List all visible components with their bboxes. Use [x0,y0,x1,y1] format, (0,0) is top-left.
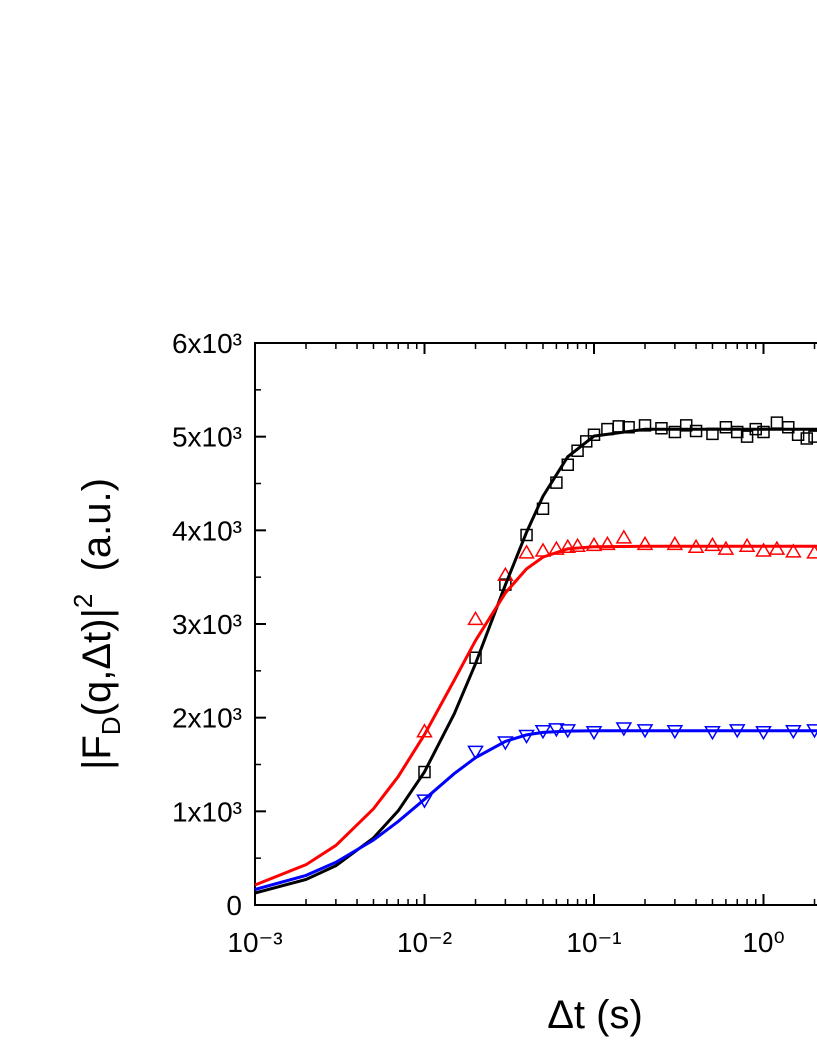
data-point [622,421,635,434]
y-label-part: (a.u.) [75,478,119,594]
y-tick-label: 4x10³ [172,515,242,546]
data-point [768,540,786,555]
y-tick-label: 5x10³ [172,422,242,453]
y-tick-label: 0 [226,890,242,921]
data-point [757,425,770,439]
x-tick-label: 10⁰ [742,927,784,958]
data-point [585,725,603,741]
data-point [585,536,603,552]
y-tick-label: 1x10³ [172,796,242,827]
data-point [719,421,733,434]
data-point [615,722,633,737]
data-point [668,425,682,439]
data-point [559,538,577,553]
data-point [770,416,784,429]
fit-line [254,544,817,887]
data-point [599,535,616,551]
data-point [749,422,762,436]
fit-line [254,729,817,891]
data-point [636,535,654,551]
data-point [689,424,703,438]
data-point [548,723,565,738]
data-point [469,651,482,664]
data-point [679,419,693,432]
fit-line [254,427,817,895]
data-point [569,537,586,553]
data-point [704,536,721,552]
data-point [717,540,735,555]
y-tick-label: 2x10³ [172,703,242,734]
data-point [467,610,484,626]
x-axis-label: Δt (s) [547,993,643,1037]
data-point [518,544,535,559]
y-label-part: |F [75,735,119,770]
data-point [755,725,772,741]
data-point [755,542,772,557]
data-point [740,430,754,443]
plot-frame [254,342,817,906]
data-point [730,425,744,439]
y-label-sup: 2 [68,594,98,608]
data-point [785,543,802,558]
y-axis-label: |FD(q,Δt)|2 (a.u.) [68,478,126,770]
data-point [806,544,817,559]
y-tick-label: 6x10³ [172,328,242,359]
y-tick-label: 3x10³ [172,609,242,640]
y-label-part: (q,Δt)| [75,608,119,716]
data-point [808,430,817,443]
data-point [666,535,684,551]
x-tick-label: 10⁻² [397,927,452,958]
data-point [704,725,721,741]
data-point [587,428,601,442]
x-tick-label: 10⁻³ [227,927,282,958]
x-tick-label: 10⁻¹ [566,927,621,958]
y-label-sub: D [96,716,126,735]
data-point [615,529,633,544]
data-point [638,419,652,432]
data-point [467,745,484,760]
